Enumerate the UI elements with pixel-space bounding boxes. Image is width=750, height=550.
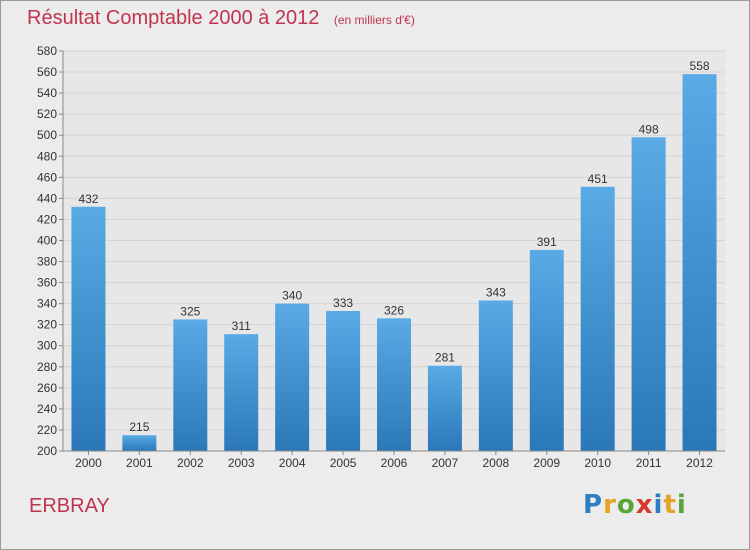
bar-2012: [682, 74, 717, 451]
bar-2009: [529, 249, 564, 451]
y-tick-label: 220: [37, 423, 57, 437]
bar-value-label: 391: [537, 235, 557, 249]
y-tick-label: 360: [37, 276, 57, 290]
bar-value-label: 311: [232, 319, 251, 333]
x-tick-label: 2009: [533, 456, 560, 470]
bar-2007: [427, 365, 462, 451]
x-tick-label: 2002: [177, 456, 204, 470]
bar-value-label: 215: [129, 420, 149, 434]
y-tick-label: 400: [37, 233, 57, 247]
y-tick-label: 560: [37, 65, 57, 79]
bar-value-label: 451: [588, 172, 608, 186]
bar-2004: [275, 303, 310, 451]
bar-2008: [478, 300, 513, 451]
y-tick-label: 240: [37, 402, 57, 416]
logo-letter: x: [635, 490, 654, 520]
y-tick-label: 200: [37, 444, 57, 458]
y-tick-label: 460: [37, 170, 57, 184]
x-tick-label: 2007: [432, 456, 459, 470]
chart-subtitle: (en milliers d'€): [333, 13, 415, 27]
bar-value-label: 432: [78, 192, 98, 206]
bar-value-label: 325: [180, 304, 200, 318]
x-tick-label: 2012: [686, 456, 713, 470]
bar-value-label: 498: [639, 122, 659, 136]
y-tick-label: 280: [37, 360, 57, 374]
y-tick-label: 420: [37, 212, 57, 226]
bar-2010: [580, 186, 615, 451]
bar-2011: [631, 137, 666, 451]
x-tick-label: 2003: [228, 456, 255, 470]
bar-value-label: 326: [384, 303, 404, 317]
x-tick-label: 2005: [330, 456, 357, 470]
chart-title-row: Résultat Comptable 2000 à 2012 (en milli…: [27, 7, 415, 30]
bar-2000: [71, 206, 106, 451]
bar-value-label: 340: [282, 289, 302, 303]
x-tick-label: 2000: [75, 456, 102, 470]
logo-letter: t: [663, 490, 677, 520]
logo-letter: i: [653, 490, 664, 520]
bar-value-label: 281: [435, 351, 455, 365]
y-tick-label: 340: [37, 297, 57, 311]
logo-letter: o: [616, 490, 636, 520]
x-tick-label: 2011: [636, 456, 662, 470]
logo-letter: i: [676, 490, 687, 520]
y-tick-label: 520: [37, 107, 57, 121]
x-tick-label: 2001: [126, 456, 153, 470]
bar-2005: [326, 311, 361, 451]
y-tick-label: 540: [37, 86, 57, 100]
y-tick-label: 300: [37, 339, 57, 353]
town-name: ERBRAY: [29, 495, 110, 517]
y-tick-label: 260: [37, 381, 57, 395]
logo-letter: r: [603, 490, 617, 520]
bar-2002: [173, 319, 208, 451]
x-tick-label: 2010: [584, 456, 611, 470]
proxiti-logo: Proxiti: [583, 490, 687, 520]
bar-value-label: 333: [333, 296, 353, 310]
bar-value-label: 558: [690, 59, 710, 73]
y-tick-label: 480: [37, 149, 57, 163]
x-tick-label: 2006: [381, 456, 408, 470]
bar-2006: [377, 318, 411, 451]
y-tick-label: 320: [37, 318, 57, 332]
bar-2003: [224, 334, 259, 451]
logo-letter: P: [583, 490, 604, 520]
y-tick-label: 380: [37, 255, 57, 269]
y-tick-label: 580: [37, 44, 57, 58]
bar-value-label: 343: [486, 285, 506, 299]
y-tick-label: 440: [37, 191, 57, 205]
x-tick-label: 2004: [279, 456, 306, 470]
bar-2001: [122, 435, 157, 451]
x-tick-label: 2008: [482, 456, 509, 470]
y-tick-label: 500: [37, 128, 57, 142]
chart-title: Résultat Comptable 2000 à 2012: [27, 7, 320, 29]
